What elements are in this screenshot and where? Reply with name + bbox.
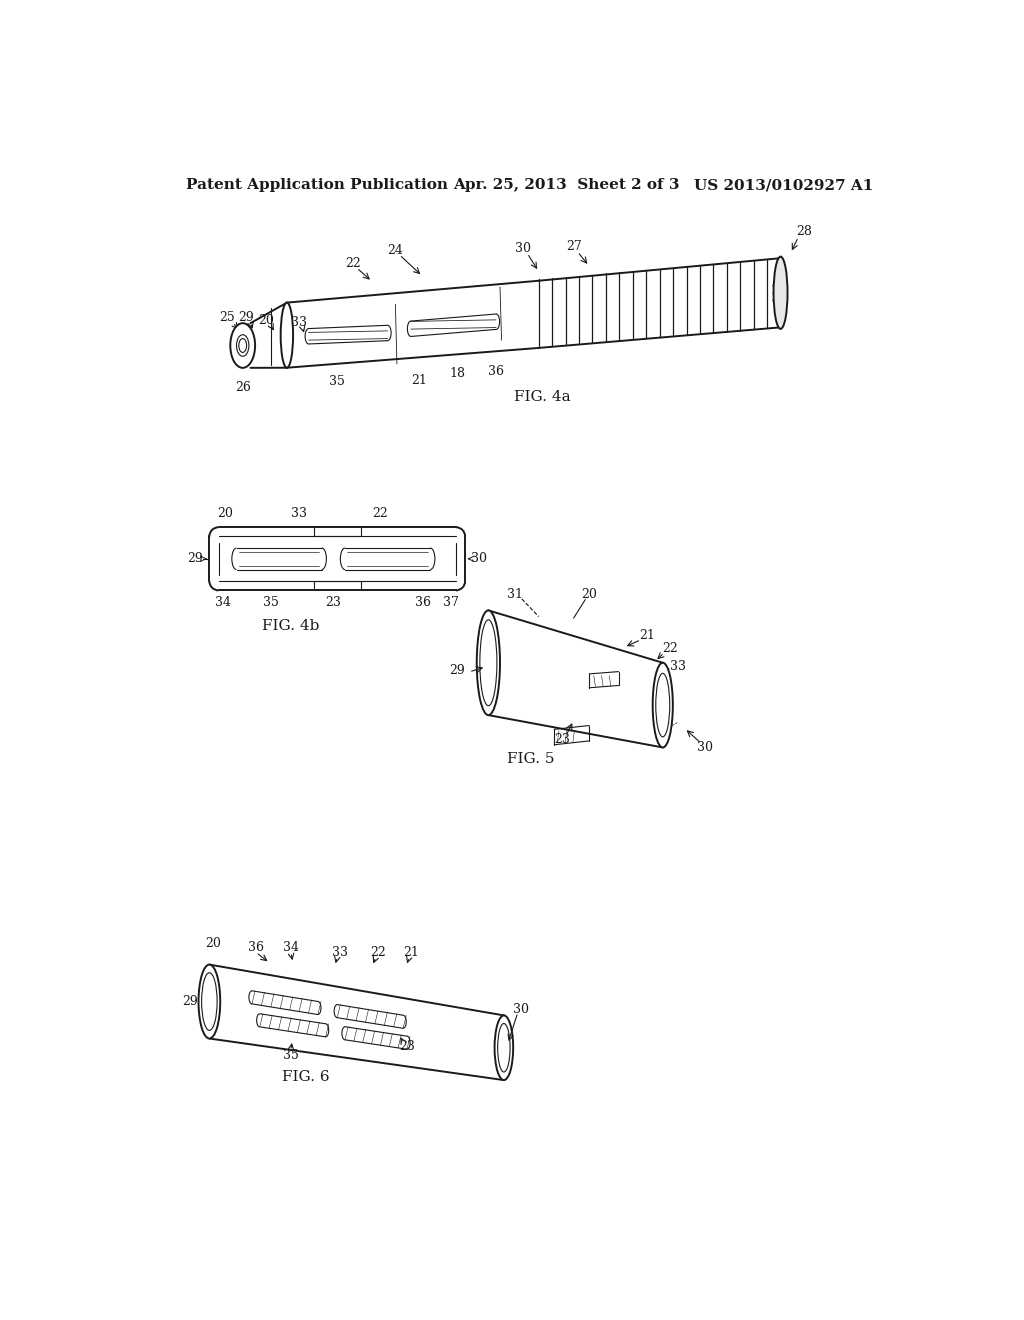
Text: 30: 30 (515, 242, 531, 255)
Text: 23: 23 (554, 733, 570, 746)
Text: 33: 33 (332, 945, 347, 958)
Text: 33: 33 (291, 315, 306, 329)
Text: FIG. 6: FIG. 6 (283, 1071, 330, 1084)
Text: 20: 20 (206, 936, 221, 949)
Text: 20: 20 (582, 589, 597, 602)
Text: 37: 37 (443, 597, 459, 610)
Ellipse shape (281, 302, 293, 368)
Text: 24: 24 (387, 244, 403, 257)
Text: 28: 28 (796, 224, 812, 238)
Text: 35: 35 (330, 375, 345, 388)
Text: FIG. 4b: FIG. 4b (262, 619, 319, 632)
Text: 25: 25 (219, 312, 236, 325)
Text: 21: 21 (402, 945, 419, 958)
Text: 34: 34 (283, 941, 299, 954)
Text: 33: 33 (291, 507, 306, 520)
Text: 22: 22 (372, 507, 388, 520)
Text: US 2013/0102927 A1: US 2013/0102927 A1 (693, 178, 873, 193)
Ellipse shape (495, 1015, 513, 1080)
Text: 31: 31 (508, 589, 523, 602)
Ellipse shape (230, 323, 255, 368)
Text: 21: 21 (411, 374, 427, 387)
Text: 26: 26 (234, 380, 251, 393)
Text: 34: 34 (215, 597, 231, 610)
Text: Patent Application Publication: Patent Application Publication (186, 178, 449, 193)
Ellipse shape (652, 663, 673, 747)
Text: 20: 20 (258, 314, 273, 326)
Text: 18: 18 (450, 367, 465, 380)
Text: 29: 29 (187, 552, 204, 565)
Text: 29: 29 (238, 312, 254, 325)
Text: 29: 29 (450, 664, 465, 677)
Text: 36: 36 (488, 366, 504, 378)
Text: 22: 22 (663, 643, 678, 656)
Text: FIG. 5: FIG. 5 (507, 752, 555, 766)
Ellipse shape (773, 256, 787, 329)
Text: 36: 36 (248, 941, 264, 954)
Text: 35: 35 (283, 1049, 299, 1063)
Text: 30: 30 (697, 741, 714, 754)
Text: 36: 36 (415, 597, 430, 610)
Text: 20: 20 (217, 507, 232, 520)
Text: 30: 30 (471, 552, 487, 565)
Text: 22: 22 (371, 945, 386, 958)
Text: 33: 33 (671, 660, 686, 673)
Text: 21: 21 (639, 630, 655, 643)
Text: Apr. 25, 2013  Sheet 2 of 3: Apr. 25, 2013 Sheet 2 of 3 (454, 178, 680, 193)
Text: 35: 35 (263, 597, 280, 610)
Text: 23: 23 (399, 1040, 415, 1053)
Text: 22: 22 (345, 257, 360, 271)
Ellipse shape (477, 610, 500, 715)
Ellipse shape (199, 965, 220, 1039)
Text: 23: 23 (326, 597, 341, 610)
Text: FIG. 4a: FIG. 4a (514, 391, 571, 404)
Text: 30: 30 (513, 1003, 529, 1016)
Text: 29: 29 (182, 995, 198, 1008)
Text: 27: 27 (565, 240, 582, 253)
